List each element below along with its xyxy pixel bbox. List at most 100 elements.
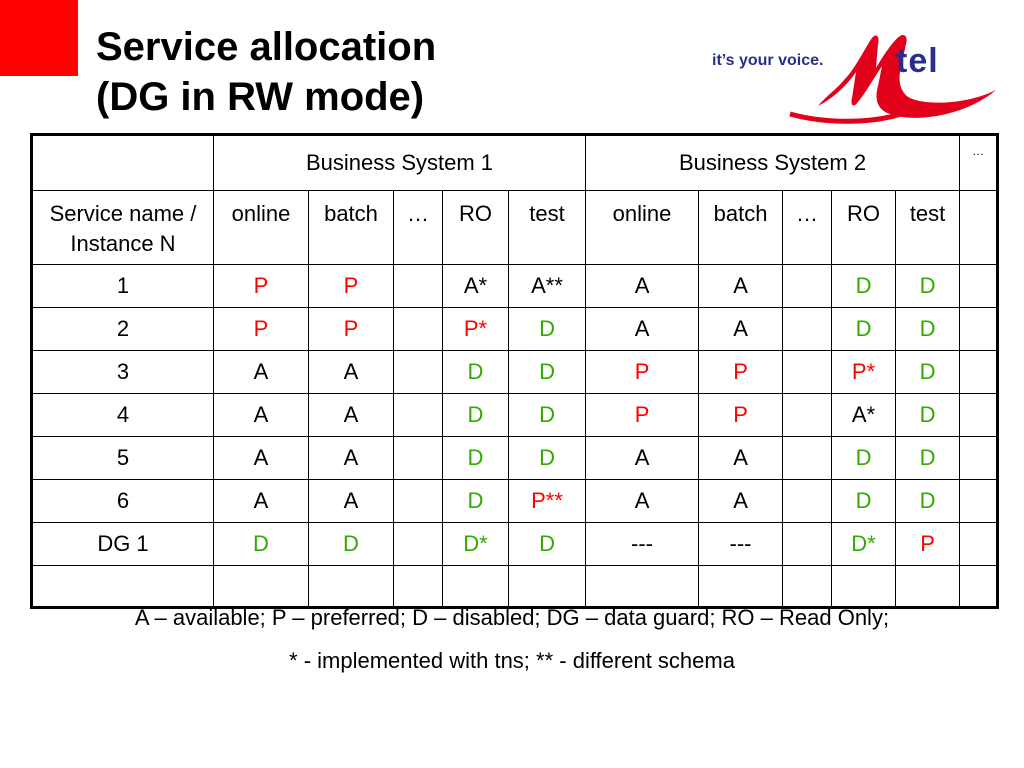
extra-cell xyxy=(959,350,999,394)
group-header-business-system-2: Business System 2 xyxy=(585,134,961,191)
allocation-cell xyxy=(782,436,833,480)
column-header-test-2: test xyxy=(895,190,961,265)
column-header-extra xyxy=(959,190,999,265)
empty-cell xyxy=(442,565,509,608)
allocation-cell: P xyxy=(585,350,700,394)
allocation-cell: A xyxy=(585,264,700,308)
column-header-ro-1: RO xyxy=(442,190,509,265)
allocation-cell xyxy=(782,264,833,308)
empty-cell xyxy=(393,565,443,608)
empty-cell xyxy=(31,565,214,608)
allocation-cell: D xyxy=(895,307,961,351)
table-row-empty xyxy=(31,565,999,608)
allocation-cell: A** xyxy=(507,264,587,308)
allocation-cell: A xyxy=(585,479,700,523)
allocation-cell: D xyxy=(308,522,394,566)
empty-cell xyxy=(782,565,833,608)
extra-cell xyxy=(959,393,999,437)
allocation-cell xyxy=(782,307,833,351)
allocation-cell: A xyxy=(213,350,309,394)
service-allocation-table: Business System 1 Business System 2 … Se… xyxy=(30,133,1000,609)
allocation-cell: P* xyxy=(442,307,509,351)
allocation-cell: P xyxy=(308,264,394,308)
allocation-cell: A xyxy=(308,479,394,523)
allocation-cell: A xyxy=(698,436,784,480)
page-title: Service allocation (DG in RW mode) xyxy=(96,22,436,122)
allocation-cell: --- xyxy=(585,522,700,566)
extra-cell xyxy=(959,436,999,480)
mtel-logo: it’s your voice. tel xyxy=(706,28,998,124)
allocation-cell: D xyxy=(507,522,587,566)
allocation-cell: P xyxy=(213,264,309,308)
allocation-cell: D xyxy=(507,307,587,351)
allocation-cell xyxy=(393,522,443,566)
table-row: 6 A A D P** A A D D xyxy=(31,479,999,523)
empty-cell xyxy=(507,565,587,608)
allocation-cell: A xyxy=(213,436,309,480)
allocation-cell: A xyxy=(698,307,784,351)
allocation-cell xyxy=(782,393,833,437)
table-row: 3 A A D D P P P* D xyxy=(31,350,999,394)
column-header-ro-2: RO xyxy=(831,190,897,265)
title-line-2: (DG in RW mode) xyxy=(96,75,425,119)
allocation-cell: P** xyxy=(507,479,587,523)
instance-name-cell: DG 1 xyxy=(31,522,214,566)
allocation-cell: D* xyxy=(442,522,509,566)
allocation-cell: A xyxy=(585,307,700,351)
instance-name-cell: 1 xyxy=(31,264,214,308)
allocation-cell: A xyxy=(308,393,394,437)
allocation-cell xyxy=(393,436,443,480)
table-row: 4 A A D D P P A* D xyxy=(31,393,999,437)
allocation-cell: D xyxy=(213,522,309,566)
allocation-cell xyxy=(782,350,833,394)
column-header-more-1: … xyxy=(393,190,443,265)
table-row: 1 P P A* A** A A D D xyxy=(31,264,999,308)
empty-cell xyxy=(213,565,309,608)
legend-line-1: A – available; P – preferred; D – disabl… xyxy=(134,605,890,630)
legend-line-2: * - implemented with tns; ** - different… xyxy=(289,648,735,673)
allocation-cell: A xyxy=(213,393,309,437)
column-header-online-1: online xyxy=(213,190,309,265)
allocation-cell: P xyxy=(698,393,784,437)
column-header-more-2: … xyxy=(782,190,833,265)
allocation-cell xyxy=(393,393,443,437)
column-header-online-2: online xyxy=(585,190,700,265)
extra-cell xyxy=(959,307,999,351)
column-header-service-name: Service name / Instance N xyxy=(31,190,214,265)
table-corner-cell xyxy=(31,134,214,191)
allocation-cell: D* xyxy=(831,522,897,566)
allocation-cell: D xyxy=(895,436,961,480)
empty-cell xyxy=(959,565,999,608)
allocation-cell: D xyxy=(895,264,961,308)
table-row: 5 A A D D A A D D xyxy=(31,436,999,480)
empty-cell xyxy=(698,565,784,608)
column-header-test-1: test xyxy=(507,190,587,265)
extra-cell xyxy=(959,522,999,566)
allocation-cell: D xyxy=(831,436,897,480)
allocation-cell xyxy=(782,522,833,566)
allocation-cell: A* xyxy=(442,264,509,308)
allocation-cell: D xyxy=(442,436,509,480)
allocation-cell: D xyxy=(442,350,509,394)
allocation-cell: P xyxy=(698,350,784,394)
extra-cell xyxy=(959,479,999,523)
instance-name-cell: 3 xyxy=(31,350,214,394)
allocation-cell: P xyxy=(585,393,700,437)
empty-cell xyxy=(585,565,700,608)
group-header-business-system-1: Business System 1 xyxy=(212,134,587,191)
allocation-cell: A* xyxy=(831,393,897,437)
allocation-cell xyxy=(393,479,443,523)
allocation-cell xyxy=(393,350,443,394)
title-line-1: Service allocation xyxy=(96,25,437,69)
allocation-cell: D xyxy=(507,350,587,394)
allocation-cell xyxy=(782,479,833,523)
table-row: DG 1 D D D* D --- --- D* P xyxy=(31,522,999,566)
allocation-cell: D xyxy=(442,479,509,523)
column-header-batch-2: batch xyxy=(698,190,784,265)
allocation-cell: P xyxy=(213,307,309,351)
allocation-cell: D xyxy=(895,393,961,437)
allocation-cell: D xyxy=(895,479,961,523)
group-header-more: … xyxy=(959,134,999,191)
extra-cell xyxy=(959,264,999,308)
allocation-cell: A xyxy=(213,479,309,523)
